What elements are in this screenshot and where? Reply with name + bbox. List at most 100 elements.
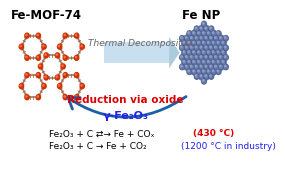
Circle shape — [212, 60, 214, 62]
Circle shape — [219, 55, 223, 60]
Circle shape — [205, 27, 207, 29]
Circle shape — [180, 36, 184, 41]
Circle shape — [199, 55, 204, 60]
Circle shape — [193, 51, 194, 53]
Circle shape — [210, 27, 211, 29]
Circle shape — [25, 95, 29, 100]
Circle shape — [25, 33, 29, 38]
Circle shape — [194, 74, 199, 79]
Text: Thermal Decomposition: Thermal Decomposition — [88, 39, 196, 48]
Circle shape — [201, 59, 206, 65]
Circle shape — [224, 36, 226, 38]
Circle shape — [185, 56, 187, 57]
Circle shape — [75, 34, 77, 36]
Circle shape — [206, 59, 211, 65]
Circle shape — [26, 96, 27, 97]
Circle shape — [223, 45, 228, 51]
Circle shape — [61, 64, 65, 69]
Circle shape — [195, 27, 197, 29]
Circle shape — [209, 74, 214, 79]
Circle shape — [190, 46, 192, 48]
Circle shape — [219, 36, 221, 38]
Circle shape — [202, 60, 204, 62]
Circle shape — [182, 40, 187, 46]
Circle shape — [200, 65, 202, 67]
Circle shape — [206, 69, 211, 74]
Circle shape — [224, 65, 226, 67]
Circle shape — [215, 56, 216, 57]
Circle shape — [216, 31, 221, 36]
Circle shape — [216, 69, 221, 74]
Circle shape — [205, 56, 207, 57]
Circle shape — [207, 41, 209, 43]
Circle shape — [25, 55, 29, 60]
Circle shape — [183, 51, 185, 53]
Circle shape — [197, 69, 201, 74]
Circle shape — [180, 55, 184, 60]
Circle shape — [37, 96, 38, 97]
Circle shape — [219, 65, 221, 67]
Circle shape — [201, 21, 206, 27]
Circle shape — [221, 50, 226, 55]
Circle shape — [184, 45, 189, 51]
Circle shape — [38, 64, 43, 69]
Circle shape — [189, 36, 194, 41]
Circle shape — [221, 40, 226, 46]
Circle shape — [211, 50, 216, 55]
Circle shape — [198, 70, 199, 72]
Circle shape — [63, 73, 68, 77]
Circle shape — [188, 60, 190, 62]
Circle shape — [190, 36, 192, 38]
Circle shape — [19, 84, 24, 89]
Circle shape — [183, 60, 185, 62]
Circle shape — [45, 76, 46, 78]
Circle shape — [202, 70, 204, 72]
Circle shape — [214, 36, 219, 41]
Circle shape — [62, 65, 63, 67]
Circle shape — [58, 44, 62, 49]
Circle shape — [198, 60, 199, 62]
Circle shape — [185, 65, 187, 67]
Circle shape — [36, 33, 40, 38]
Circle shape — [215, 36, 216, 38]
Circle shape — [223, 55, 228, 60]
Circle shape — [222, 41, 223, 43]
FancyArrowPatch shape — [68, 97, 186, 117]
Circle shape — [217, 41, 219, 43]
Text: Fe NP: Fe NP — [182, 9, 221, 22]
Circle shape — [187, 40, 192, 46]
Circle shape — [224, 46, 226, 48]
Circle shape — [81, 85, 82, 86]
Circle shape — [193, 70, 194, 72]
Circle shape — [202, 22, 204, 24]
Circle shape — [215, 46, 216, 48]
Text: (430 °C): (430 °C) — [193, 129, 234, 139]
Circle shape — [194, 55, 199, 60]
Circle shape — [74, 73, 79, 77]
Circle shape — [212, 51, 214, 53]
Circle shape — [197, 40, 201, 46]
Circle shape — [192, 50, 197, 55]
Circle shape — [201, 78, 206, 84]
Circle shape — [195, 65, 197, 67]
Circle shape — [212, 32, 214, 34]
Circle shape — [201, 50, 206, 55]
Circle shape — [204, 36, 209, 41]
Circle shape — [222, 60, 223, 62]
Circle shape — [214, 45, 219, 51]
Circle shape — [224, 56, 226, 57]
Circle shape — [205, 46, 207, 48]
Circle shape — [200, 56, 202, 57]
Circle shape — [189, 64, 194, 70]
Circle shape — [25, 73, 29, 77]
Circle shape — [219, 56, 221, 57]
Circle shape — [210, 36, 211, 38]
Circle shape — [211, 69, 216, 74]
Circle shape — [217, 60, 219, 62]
Text: Fe-MOF-74: Fe-MOF-74 — [11, 9, 82, 22]
Circle shape — [192, 31, 197, 36]
Circle shape — [205, 65, 207, 67]
Circle shape — [214, 55, 219, 60]
Circle shape — [210, 75, 211, 77]
Polygon shape — [181, 23, 227, 82]
